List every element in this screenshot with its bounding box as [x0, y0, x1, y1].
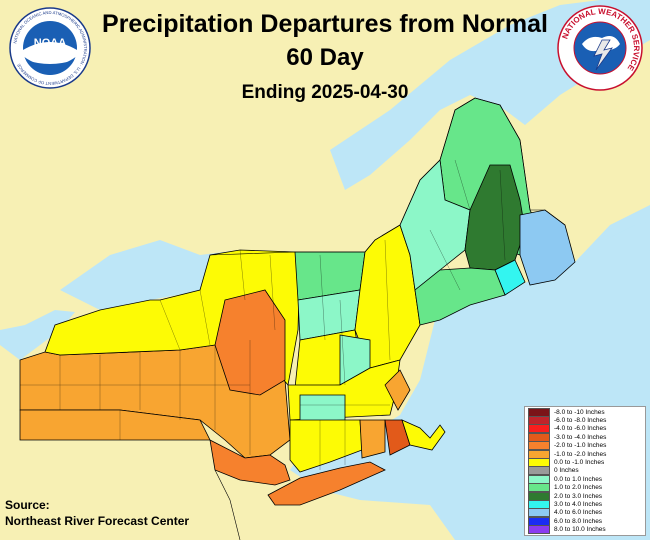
map-subtitle: 60 Day: [286, 44, 364, 71]
legend-label: 4.0 to 6.0 Inches: [554, 509, 603, 517]
legend-label: 0.0 to 1.0 Inches: [554, 475, 603, 483]
nws-logo: NATIONAL WEATHER SERVICE: [557, 5, 643, 91]
noaa-logo: NOAA NATIONAL OCEANIC AND ATMOSPHERIC AD…: [9, 7, 91, 89]
lake-ontario: [60, 240, 250, 310]
long-island: [267, 461, 386, 506]
source-name: Northeast River Forecast Center: [5, 514, 190, 528]
map-title: Precipitation Departures from Normal: [102, 10, 548, 38]
cape-cod: [401, 419, 446, 451]
legend-label: -4.0 to -6.0 Inches: [554, 425, 607, 433]
massachusetts-east: [384, 369, 411, 411]
source-label: Source:: [5, 498, 50, 512]
legend-swatch: [528, 525, 550, 535]
lake-erie: [0, 310, 75, 360]
legend-label: -2.0 to -1.0 Inches: [554, 442, 607, 450]
map-legend: -8.0 to -10 Inches -6.0 to -8.0 Inches -4.…: [524, 406, 646, 536]
map-period: Ending 2025-04-30: [241, 82, 409, 103]
new-jersey-edge: [214, 469, 241, 540]
massachusetts-central: [299, 394, 346, 423]
noaa-logo-text: NOAA: [34, 37, 66, 49]
legend-label: 2.0 to 3.0 Inches: [554, 492, 603, 500]
county-lines: [20, 159, 506, 470]
legend-label: -8.0 to -10 Inches: [554, 408, 605, 416]
international-border: [209, 97, 566, 256]
maine-midcoast: [414, 267, 506, 326]
legend-label: 3.0 to 4.0 Inches: [554, 500, 603, 508]
new-york-hudson: [209, 439, 291, 486]
legend-label: 0.0 to -1.0 Inches: [554, 459, 605, 467]
legend-item: 8.0 to 10.0 Inches: [525, 525, 645, 535]
legend-label: -3.0 to -4.0 Inches: [554, 433, 607, 441]
legend-label: -6.0 to -8.0 Inches: [554, 417, 607, 425]
connecticut-east: [359, 419, 386, 459]
bay-of-fundy: [575, 222, 650, 300]
legend-label: 8.0 to 10.0 Inches: [554, 526, 606, 534]
legend-label: 1.0 to 2.0 Inches: [554, 484, 603, 492]
new-york-southern-tier: [19, 409, 211, 441]
legend-label: 0 Inches: [554, 467, 579, 475]
legend-label: 6.0 to 8.0 Inches: [554, 517, 603, 525]
legend-label: -1.0 to -2.0 Inches: [554, 450, 607, 458]
